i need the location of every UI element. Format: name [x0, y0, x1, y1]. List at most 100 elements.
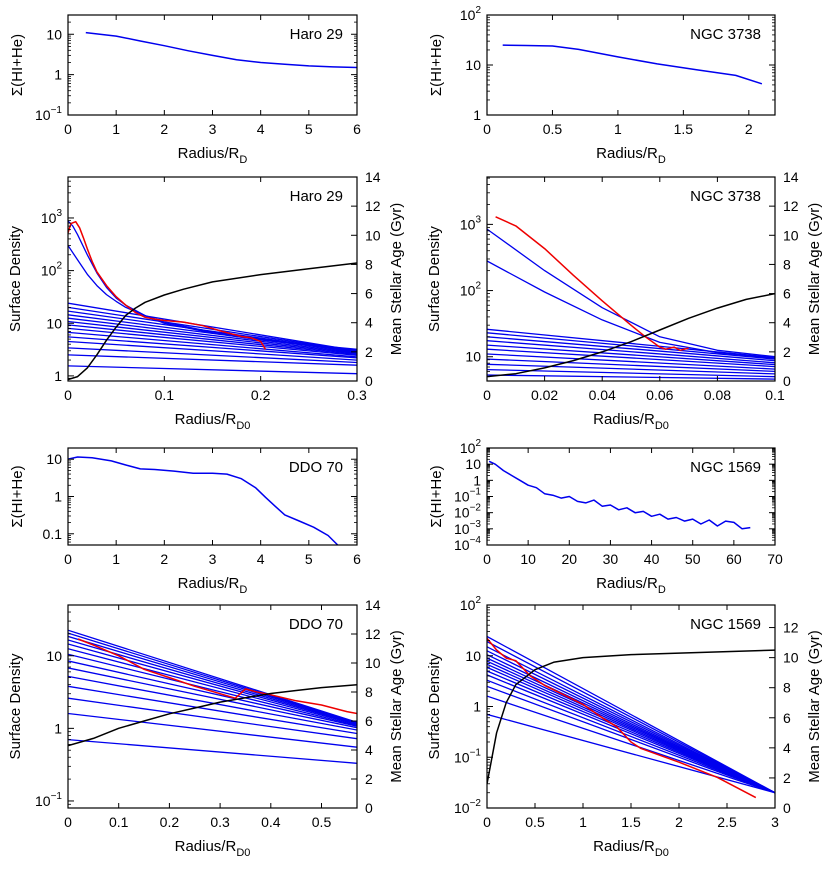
y2-tick-label: 0 — [783, 373, 791, 389]
model-profile-line — [68, 629, 357, 723]
x-axis-label: Radius/RD0 — [175, 411, 251, 432]
x-tick-label: 10 — [520, 551, 536, 567]
y-axis-label: Surface Density — [7, 653, 24, 759]
y2-tick-label: 12 — [783, 198, 799, 214]
model-profile-line — [487, 358, 775, 373]
panel-label: DDO 70 — [289, 616, 343, 633]
x-axis-label: Radius/RD — [178, 145, 248, 166]
model-profile-line — [68, 336, 357, 359]
y2-tick-label: 14 — [365, 597, 381, 613]
y-tick-label: 10 — [46, 26, 62, 42]
x-tick-label: 0.08 — [704, 387, 731, 403]
x-tick-label: 0.2 — [160, 814, 180, 830]
x-tick-label: 1 — [112, 121, 120, 137]
x-tick-label: 0 — [64, 551, 72, 567]
model-profile-line — [68, 738, 357, 764]
panel-haro29-hi: 0 1 2 3 4 5 6 10−1 1 10 Radius/RD Σ(HI+He) Haro 29 — [9, 14, 361, 166]
model-profile-line — [68, 245, 357, 350]
x-tick-label: 50 — [685, 551, 701, 567]
y2-axis-label: Mean Stellar Age (Gyr) — [388, 203, 405, 356]
x-tick-label: 30 — [603, 551, 619, 567]
x-tick-label: 1 — [579, 814, 587, 830]
x-tick-label: 0.04 — [589, 387, 616, 403]
y-tick-label: 10−1 — [35, 105, 62, 123]
model-profile-line — [68, 347, 357, 364]
y-tick-label: 0.1 — [43, 526, 63, 542]
model-profile-line — [68, 697, 357, 740]
hi-profile-line — [85, 31, 357, 69]
model-profile-line — [487, 368, 775, 378]
observed-profile-line — [487, 637, 757, 799]
x-tick-label: 0.06 — [646, 387, 673, 403]
hi-profile-line — [502, 44, 763, 85]
x-tick-label: 0.2 — [251, 387, 271, 403]
observed-profile-line — [77, 638, 357, 715]
x-tick-label: 6 — [353, 551, 361, 567]
model-profile-line — [68, 712, 357, 748]
x-tick-label: 1.5 — [621, 814, 641, 830]
y-tick-label: 103 — [460, 214, 482, 232]
panel-label: Haro 29 — [290, 26, 343, 43]
y-tick-label: 103 — [41, 208, 63, 226]
model-profile-line — [68, 639, 357, 725]
x-tick-label: 0.5 — [312, 814, 332, 830]
x-tick-label: 2 — [745, 121, 753, 137]
plot-area — [85, 31, 357, 69]
y2-tick-label: 14 — [783, 169, 799, 185]
model-profile-line — [68, 648, 357, 726]
y2-tick-label: 10 — [783, 650, 799, 666]
x-tick-label: 0.1 — [109, 814, 129, 830]
x-axis-label: Radius/RD0 — [175, 838, 251, 859]
x-tick-label: 40 — [644, 551, 660, 567]
model-profile-line — [68, 685, 357, 735]
panel-label: NGC 1569 — [690, 616, 761, 633]
x-tick-label: 0 — [483, 121, 491, 137]
y-tick-label: 1 — [54, 368, 62, 384]
y2-tick-label: 8 — [365, 684, 373, 700]
observed-profile-line — [68, 220, 267, 350]
y2-tick-label: 8 — [365, 256, 373, 272]
y2-tick-label: 2 — [365, 771, 373, 787]
model-profile-line — [487, 340, 775, 364]
y2-tick-label: 10 — [365, 227, 381, 243]
plot-area — [68, 220, 357, 381]
y-axis-label: Σ(HI+He) — [428, 34, 445, 96]
x-tick-label: 1.5 — [674, 121, 694, 137]
model-profile-line — [68, 317, 357, 354]
y-tick-label: 1 — [54, 489, 62, 505]
axes-frame — [486, 176, 776, 382]
x-tick-label: 0 — [483, 551, 491, 567]
y-tick-label: 10−1 — [454, 487, 481, 505]
plot-area — [68, 456, 339, 545]
y-tick-label: 10−2 — [454, 503, 481, 521]
y-tick-label: 10−1 — [454, 747, 481, 765]
y2-tick-label: 0 — [783, 800, 791, 816]
panel-label: NGC 1569 — [690, 459, 761, 476]
y2-tick-label: 12 — [365, 198, 381, 214]
y-tick-label: 10 — [465, 648, 481, 664]
x-axis-label: Radius/RD0 — [593, 838, 669, 859]
y-tick-label: 102 — [460, 438, 482, 456]
y2-tick-label: 8 — [783, 680, 791, 696]
model-profile-line — [68, 327, 357, 357]
x-tick-label: 1 — [112, 551, 120, 567]
model-profile-line — [487, 685, 775, 794]
x-tick-label: 3 — [771, 814, 779, 830]
x-axis-label: Radius/RD — [178, 575, 248, 596]
y2-tick-label: 4 — [783, 315, 791, 331]
x-tick-label: 0.3 — [347, 387, 367, 403]
y-tick-label: 1 — [54, 67, 62, 83]
model-profile-line — [68, 660, 357, 727]
y-tick-label: 1 — [473, 472, 481, 488]
plot-area — [488, 460, 751, 530]
x-tick-label: 0.5 — [543, 121, 563, 137]
model-profile-line — [487, 332, 775, 360]
x-tick-label: 20 — [561, 551, 577, 567]
x-tick-label: 2.5 — [717, 814, 737, 830]
model-profile-line — [68, 324, 357, 356]
y-tick-label: 10 — [465, 57, 481, 73]
y-tick-label: 10 — [46, 451, 62, 467]
axes-frame — [67, 604, 358, 809]
model-profile-line — [68, 354, 357, 366]
x-tick-label: 3 — [209, 551, 217, 567]
